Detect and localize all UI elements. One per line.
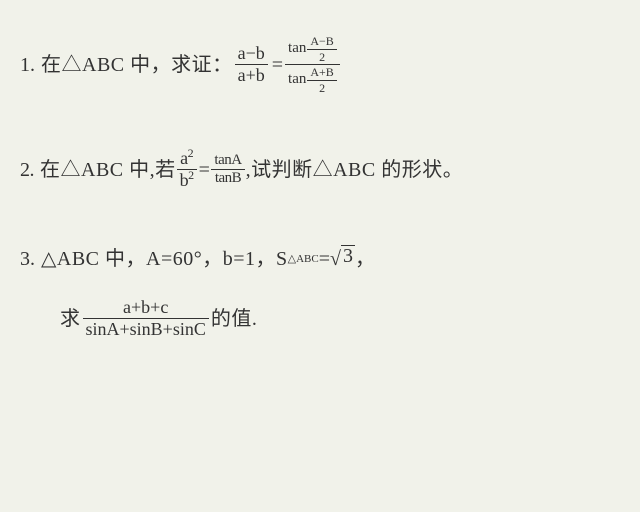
a2: a2 [177, 149, 196, 168]
problem-1-row: 1. 在△ABC 中，求证： a−b a+b = tan A−B 2 [20, 35, 620, 94]
half-frac-2: A+B 2 [307, 66, 336, 94]
qiu: 求 [60, 305, 81, 333]
eq-sign: = [319, 245, 330, 273]
problem-3-row2: 求 a+b+c sinA+sinB+sinC 的值. [60, 298, 620, 339]
problem-2-row: 2. 在△ABC 中,若 a2 b2 = tanA tanB ,试判断△ABC … [20, 149, 620, 190]
problem-3-line1a: △ABC 中，A=60°，b=1，S [41, 245, 288, 273]
problem-2-lead2: ,试判断△ABC 的形状。 [246, 156, 464, 184]
radicand: 3 [341, 245, 355, 266]
frac-ab2: a2 b2 [177, 149, 197, 190]
problem-3-number: 3. [20, 245, 35, 273]
problem-2: 2. 在△ABC 中,若 a2 b2 = tanA tanB ,试判断△ABC … [20, 149, 620, 190]
half-bot-1: 2 [316, 51, 328, 64]
sup-2: 2 [188, 168, 194, 182]
tan-label: tan [288, 72, 306, 88]
problem-3-row1: 3. △ABC 中，A=60°，b=1，S △ABC = √ 3 ， [20, 245, 620, 273]
frac-sum: a+b+c sinA+sinB+sinC [83, 298, 209, 339]
problem-1-lead: 在△ABC 中，求证： [41, 51, 233, 79]
frac-lhs: a−b a+b [235, 44, 268, 85]
problem-1-number: 1. [20, 51, 35, 79]
dezhi: 的值. [211, 305, 258, 333]
eq-sign: = [199, 156, 210, 184]
b-letter: b [180, 170, 189, 190]
rhs-top: tan A−B 2 [285, 35, 340, 63]
frac-tan: tanA tanB [211, 153, 244, 188]
problem-3: 3. △ABC 中，A=60°，b=1，S △ABC = √ 3 ， 求 a+b… [20, 245, 620, 339]
frac-sum-bot: sinA+sinB+sinC [83, 320, 209, 339]
rhs-bot: tan A+B 2 [285, 66, 340, 94]
a-letter: a [180, 148, 188, 168]
tanA: tanA [211, 153, 244, 169]
eq-sign: = [272, 51, 283, 79]
comma: ， [355, 245, 376, 273]
tan-label: tan [288, 41, 306, 57]
half-bot-2: 2 [316, 82, 328, 95]
problem-2-number: 2. [20, 156, 34, 184]
tanB: tanB [212, 171, 244, 187]
b2: b2 [177, 171, 197, 190]
radical-icon: √ [330, 245, 341, 273]
half-frac-1: A−B 2 [307, 35, 336, 63]
frac-lhs-top: a−b [235, 44, 268, 63]
sup-2: 2 [188, 146, 194, 160]
page: 1. 在△ABC 中，求证： a−b a+b = tan A−B 2 [0, 0, 640, 359]
half-top-2: A+B [307, 66, 336, 79]
frac-sum-top: a+b+c [120, 298, 171, 317]
frac-lhs-bot: a+b [235, 66, 268, 85]
problem-2-lead1: 在△ABC 中,若 [40, 156, 176, 184]
half-top-1: A−B [307, 35, 336, 48]
problem-1: 1. 在△ABC 中，求证： a−b a+b = tan A−B 2 [20, 35, 620, 94]
frac-rhs: tan A−B 2 tan A+B 2 [285, 35, 340, 94]
sqrt-icon: √ 3 [330, 245, 355, 273]
